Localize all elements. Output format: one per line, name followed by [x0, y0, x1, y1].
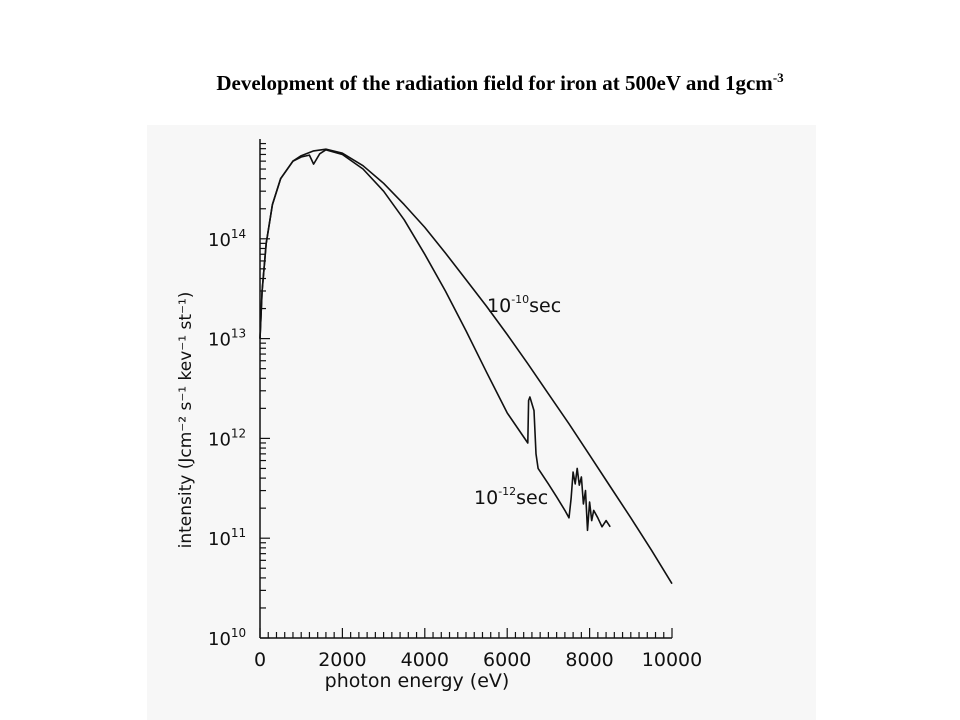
- x-tick-label: 2000: [318, 649, 366, 671]
- x-axis-label: photon energy (eV): [325, 670, 510, 692]
- y-tick-label: 1013: [208, 327, 246, 351]
- x-tick-label: 6000: [483, 649, 531, 671]
- x-tick-label: 10000: [642, 649, 702, 671]
- x-tick-label: 8000: [565, 649, 613, 671]
- curves: [259, 148, 673, 585]
- x-tick-label: 0: [254, 649, 266, 671]
- scanned-chart: 0 2000 4000 6000 8000 10000 1010 1011 1012 1013 1…: [147, 125, 816, 720]
- axes: [259, 139, 672, 639]
- y-tick-label: 1010: [208, 626, 246, 650]
- series-line-2: [259, 148, 611, 532]
- y-tick-label: 1012: [208, 426, 246, 450]
- radiation-field-plot: 0 2000 4000 6000 8000 10000 10101011101210131…: [176, 139, 702, 692]
- series-line-1: [259, 148, 673, 585]
- x-tick-labels: 0 2000 4000 6000 8000 10000: [254, 649, 702, 671]
- y-tick-labels: 1010 1011 1012 1013 1014: [208, 227, 246, 650]
- y-tick-label: 1011: [208, 526, 246, 550]
- annotation-1e-12-sec: 10-12sec: [474, 485, 548, 509]
- slide-title: Development of the radiation field for i…: [216, 70, 784, 95]
- x-tick-label: 4000: [401, 649, 449, 671]
- y-axis-label: intensity (Jcm⁻² s⁻¹ kev⁻¹ st⁻¹): [176, 292, 196, 549]
- y-tick-label: 1014: [208, 227, 246, 251]
- annotation-1e-10-sec: 10-10sec: [487, 293, 561, 317]
- ticks: [259, 142, 673, 639]
